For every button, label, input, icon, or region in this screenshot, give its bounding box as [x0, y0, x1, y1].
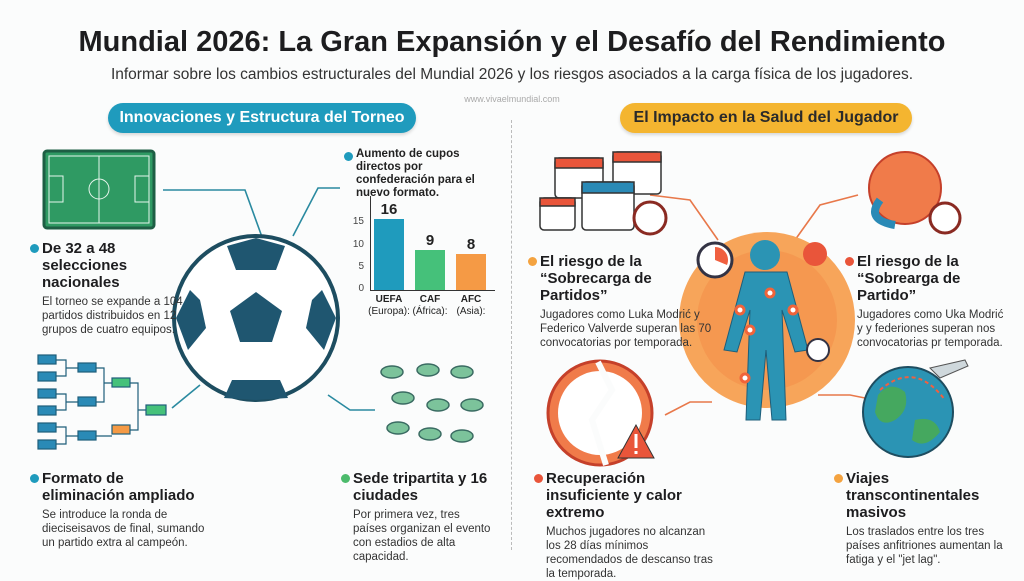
broken-cycle-icon: [868, 151, 962, 235]
bar-value-label: 9: [425, 232, 435, 249]
y-tick-label: 5: [358, 260, 364, 272]
soccer-pitch-icon: [42, 149, 156, 230]
bar-value-label: 16: [380, 200, 398, 218]
category-name: CAF: [419, 294, 441, 305]
bar-caf: [415, 250, 445, 290]
bullet-dot: [534, 474, 543, 483]
bar-uefa: [374, 218, 404, 290]
bar-chart: 0 5 10 15 16 UEFA (Europa): 9 CAF (África): 8 AFC (A…: [340, 196, 500, 317]
globe-airplane-icon: [862, 359, 969, 458]
y-tick-label: 10: [352, 238, 364, 250]
x-category-label: AFC (Asia):: [446, 294, 496, 318]
bullet-dot: [344, 152, 353, 161]
category-sub: (Europa):: [368, 306, 410, 317]
category-name: UEFA: [375, 294, 403, 305]
page-subtitle: Informar sobre los cambios estructurales…: [110, 66, 914, 83]
block-text: Jugadores como Luka Modrić y Federico Va…: [540, 309, 712, 349]
human-body-icon: [679, 232, 855, 421]
y-axis: [370, 196, 371, 290]
info-block-expansion: De 32 a 48 selecciones nacionales El tor…: [30, 240, 192, 337]
y-tick-label: 0: [358, 283, 364, 294]
block-title: Formato de eliminación ampliado: [42, 470, 195, 504]
connector-line: [163, 189, 263, 238]
category-sub: (Asia):: [456, 306, 486, 317]
block-text: Muchos jugadores no alcanzan los 28 días…: [546, 526, 713, 580]
bar-value-label: 8: [466, 236, 476, 254]
bullet-dot: [341, 474, 350, 483]
info-block-overload: El riesgo de la “Sobrecarga de Partidos”…: [528, 253, 720, 350]
watermark: www.vivaelmundial.com: [464, 94, 560, 104]
x-category-label: UEFA (Europa):: [364, 294, 414, 318]
block-title: Viajes transcontinentales masivos: [846, 470, 980, 521]
info-block-hosts: Sede tripartita y 16 ciudades Por primer…: [341, 470, 493, 564]
block-title: El riesgo de la “Sobrecarga de Partidos”: [540, 253, 652, 304]
broken-clock-icon: [546, 359, 655, 467]
y-tick-label: 15: [352, 216, 364, 228]
info-block-recovery: Recuperación insuficiente y calor extrem…: [534, 470, 721, 581]
block-text: Se introduce la ronda de dieciseisavos d…: [42, 509, 205, 549]
left-section-heading: Innovaciones y Estructura del Torneo: [108, 103, 416, 133]
block-title: El riesgo de la “Sobrearga de Partido”: [857, 253, 961, 304]
x-category-label: CAF (África):: [405, 294, 455, 318]
block-title: De 32 a 48 selecciones nacionales: [42, 240, 128, 291]
category-sub: (África):: [412, 306, 448, 317]
connector-line: [794, 194, 859, 241]
block-text: Jugadores como Uka Modrić y y federiones…: [857, 309, 1004, 349]
block-text: El torneo se expande a 104 partidos dist…: [42, 296, 183, 336]
right-section-heading: El Impacto en la Salud del Jugador: [620, 103, 912, 133]
connector-line: [292, 187, 340, 237]
bullet-dot: [30, 244, 39, 253]
bullet-dot: [834, 474, 843, 483]
stadiums-icon: [380, 363, 484, 443]
page-title: Mundial 2026: La Gran Expansión y el Des…: [78, 26, 946, 58]
connector-line: [171, 384, 201, 409]
chart-title: Aumento de cupos directos por confederac…: [356, 148, 475, 199]
bullet-dot: [528, 257, 537, 266]
calendars-icon: [539, 151, 668, 236]
chart-title-block: Aumento de cupos directos por confederac…: [344, 148, 496, 200]
bullet-dot: [845, 257, 854, 266]
soccer-ball-icon: [172, 234, 340, 402]
block-title: Sede tripartita y 16 ciudades: [353, 470, 488, 504]
info-block-overload-2: El riesgo de la “Sobrearga de Partido” J…: [845, 253, 1007, 350]
x-axis: [370, 290, 495, 291]
section-divider: [511, 120, 512, 550]
connector-line: [664, 401, 712, 416]
block-title: Recuperación insuficiente y calor extrem…: [546, 470, 682, 521]
connector-line: [649, 194, 719, 241]
block-text: Los traslados entre los tres países anfi…: [846, 526, 1003, 566]
bullet-dot: [30, 474, 39, 483]
connector-line: [327, 394, 375, 411]
info-block-travel: Viajes transcontinentales masivos Los tr…: [834, 470, 1006, 567]
category-name: AFC: [460, 294, 482, 305]
info-block-knockout: Formato de eliminación ampliado Se intro…: [30, 470, 207, 550]
bar-afc: [456, 254, 486, 290]
block-text: Por primera vez, tres países organizan e…: [353, 509, 491, 563]
bracket-icon: [37, 354, 167, 450]
